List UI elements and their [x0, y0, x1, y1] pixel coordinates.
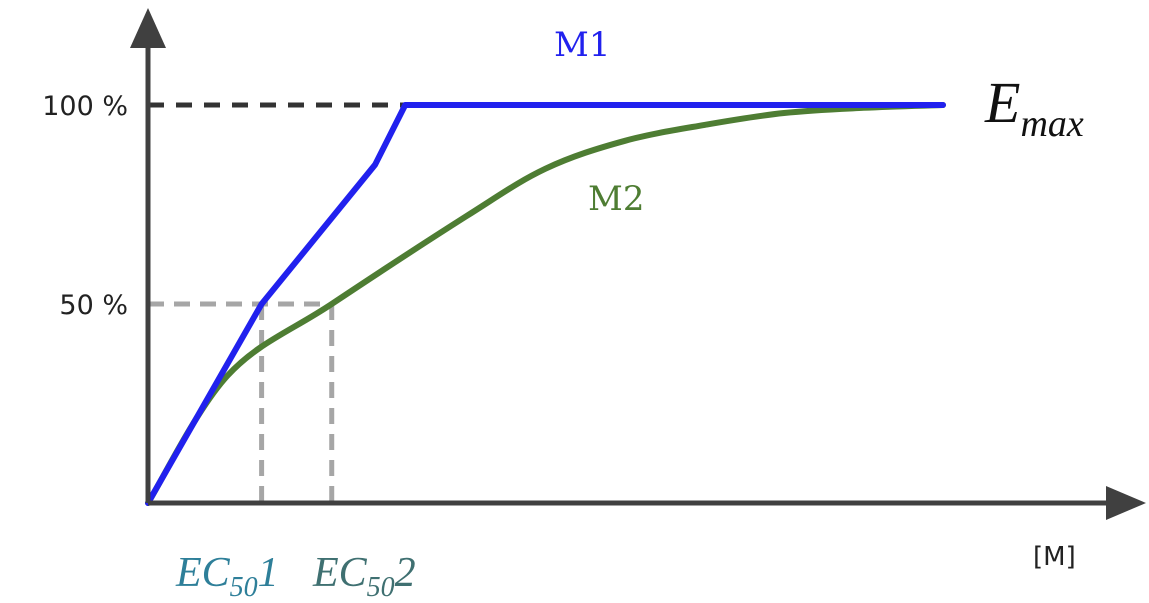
ec50-1-suffix: 1	[258, 550, 279, 596]
ec50-2-suffix: 2	[395, 550, 416, 596]
ec50-1-subscript: 50	[230, 572, 258, 603]
y-tick-label-100: 100 %	[42, 91, 128, 122]
series-line-m2	[145, 102, 946, 506]
series-line-m1	[145, 102, 946, 506]
y-tick-labels: 100 % 50 %	[42, 91, 128, 321]
series-lines	[145, 102, 946, 506]
y-axis-arrowhead	[130, 8, 166, 48]
ec50-2-subscript: 50	[367, 572, 395, 603]
emax-label: Emax	[984, 70, 1084, 145]
reference-lines	[148, 102, 943, 503]
series-label-m2: M2	[588, 179, 644, 219]
series-label-m1: M1	[554, 25, 610, 65]
axes	[130, 8, 1146, 520]
ec50-2-label: EC502	[312, 550, 416, 603]
ec50-2-prefix: EC	[312, 550, 368, 596]
ec50-1-label: EC501	[175, 550, 279, 603]
x-axis-arrowhead	[1106, 486, 1146, 520]
y-tick-label-50: 50 %	[59, 290, 128, 321]
emax-label-subscript: max	[1020, 103, 1083, 145]
emax-label-main: E	[984, 70, 1020, 135]
x-axis-unit-label: [M]	[1033, 542, 1076, 572]
ec50-1-prefix: EC	[175, 550, 231, 596]
